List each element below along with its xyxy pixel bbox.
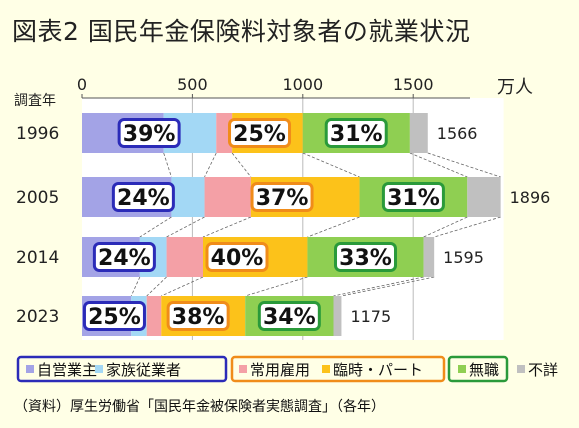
connector-line: [333, 276, 424, 297]
legend-swatch: [239, 365, 247, 373]
legend-label: 臨時・パート: [333, 361, 423, 379]
unit-label: 万人: [497, 77, 533, 98]
percent-label-box: [257, 301, 321, 331]
connector-line: [161, 276, 204, 297]
bar-segment: [423, 237, 435, 277]
year-axis-label: 調査年: [14, 93, 56, 109]
connector-line: [231, 152, 252, 178]
legend-swatch: [322, 365, 330, 373]
percent-label-box: [117, 118, 181, 148]
connector-line: [302, 152, 360, 178]
legend-label: 常用雇用: [250, 361, 310, 379]
percent-label: 25%: [88, 305, 141, 330]
chart-title: 図表2 国民年金保険料対象者の就業状況: [12, 17, 471, 46]
percent-label-box: [334, 242, 398, 272]
percent-label: 24%: [117, 186, 170, 211]
x-tick-label: 500: [177, 75, 208, 94]
legend-label: 家族従業者: [106, 361, 181, 379]
percent-label-box: [324, 118, 388, 148]
legend-label: 自営業主: [37, 361, 97, 379]
percent-label: 34%: [263, 305, 316, 330]
connector-line: [423, 216, 468, 238]
x-tick-label: 1000: [282, 75, 323, 94]
year-label: 2005: [16, 188, 59, 208]
connector-line: [163, 152, 172, 178]
connector-line: [139, 216, 172, 238]
year-label: 2023: [16, 307, 59, 327]
legend-group-box: [230, 355, 446, 383]
total-label: 1175: [350, 307, 391, 326]
legend-swatch: [26, 365, 34, 373]
percent-label: 31%: [387, 186, 440, 211]
total-label: 1566: [437, 124, 478, 143]
connector-line: [146, 276, 167, 297]
bar-segment: [467, 177, 501, 217]
percent-label-box: [166, 301, 230, 331]
bar-segment: [216, 113, 233, 153]
year-label: 1996: [16, 124, 59, 144]
percent-label-box: [228, 118, 292, 148]
legend-swatch: [95, 365, 103, 373]
percent-label-box: [92, 242, 156, 272]
percent-label-box: [82, 301, 146, 331]
x-tick-label: 0: [77, 75, 87, 94]
bar-segment: [409, 113, 428, 153]
percent-label-box: [205, 242, 269, 272]
percent-label: 33%: [339, 246, 392, 271]
connector-line: [434, 216, 501, 238]
legend-label: 不詳: [528, 361, 558, 379]
bar-segment: [204, 177, 251, 217]
x-tick-label: 1500: [393, 75, 434, 94]
percent-label: 38%: [172, 305, 225, 330]
connector-line: [245, 276, 308, 297]
connector-line: [409, 152, 468, 178]
percent-label: 25%: [233, 122, 286, 147]
total-label: 1595: [443, 248, 484, 267]
connector-line: [166, 216, 205, 238]
connector-line: [427, 152, 501, 178]
percent-label: 31%: [330, 122, 383, 147]
legend-swatch: [517, 365, 525, 373]
bar-segment: [166, 237, 203, 277]
percent-label: 39%: [123, 122, 176, 147]
percent-label: 40%: [211, 246, 264, 271]
connector-line: [307, 216, 360, 238]
legend-group-box: [447, 355, 509, 383]
bar-segment: [333, 296, 342, 336]
legend-label: 無職: [469, 361, 499, 379]
percent-label-box: [381, 182, 445, 212]
percent-label-box: [111, 182, 175, 212]
percent-label-box: [250, 182, 314, 212]
legend-swatch: [458, 365, 466, 373]
bar-segment: [146, 296, 162, 336]
percent-label: 24%: [98, 246, 151, 271]
connector-line: [202, 216, 252, 238]
legend-group-box: [16, 355, 228, 383]
bar-segment: [171, 177, 205, 217]
connector-line: [204, 152, 217, 178]
year-label: 2014: [16, 248, 59, 268]
connector-line: [341, 276, 435, 297]
total-label: 1896: [510, 188, 551, 207]
connector-line: [130, 276, 141, 297]
source-note: （資料）厚生労働省「国民年金被保険者実態調査」（各年）: [14, 399, 385, 415]
percent-label: 37%: [256, 186, 309, 211]
